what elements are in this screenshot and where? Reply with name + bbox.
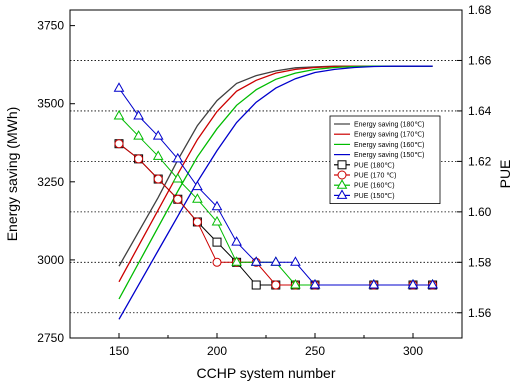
pue-marker [212,257,222,267]
pue-marker [152,150,164,160]
legend-entry-label: PUE (170 ℃) [354,173,397,180]
legend-marker-swatch [336,189,348,199]
pue-marker [133,130,144,140]
right-y-tick-label: 1.56 [468,306,492,320]
legend-entry-label: Energy saving (180℃) [354,122,425,129]
left-y-tick-label: 3750 [37,19,64,33]
x-tick-label: 200 [207,344,227,358]
energy-saving-line [118,65,433,320]
legend-box [329,115,441,204]
left-y-tick-label: 3500 [37,97,64,111]
pue-marker [251,280,261,290]
right-y-tick-label: 1.64 [468,104,492,118]
pue-line [118,87,433,286]
series-layer [113,65,438,320]
right-y-axis-title: PUE [497,160,513,189]
pue-marker [231,256,242,266]
right-y-tick-label: 1.58 [468,255,492,269]
left-y-tick-label: 3250 [37,175,64,189]
legend-marker-swatch [337,170,347,180]
pue-marker [368,278,380,289]
x-tick-label: 300 [403,344,423,358]
pue-marker [114,139,124,149]
pue-marker [133,109,144,120]
left-y-tick-label: 2750 [37,331,64,345]
x-axis-title: CCHP system number [196,365,335,381]
pue-marker [212,237,222,247]
pue-marker [192,180,203,191]
left-y-tick-label: 3000 [37,253,64,267]
pue-marker [172,173,184,183]
right-y-tick-label: 1.66 [468,53,492,67]
pue-marker [270,256,282,266]
legend-entry-label: PUE (160℃) [354,183,395,190]
pue-marker [427,278,438,289]
pue-marker [134,154,144,164]
pue-marker [153,174,163,184]
pue-marker [231,236,242,246]
tick-layer: 150 200 250 300 2750 3000 3250 3500 3750 1.56 1.58… [37,3,491,358]
pue-marker [172,152,184,163]
pue-marker [290,256,301,266]
legend-entry-label: Energy saving (170℃) [354,132,425,139]
pue-marker [113,109,125,120]
legend-entry-label: Energy saving (150℃) [354,152,425,159]
x-tick-label: 150 [109,344,129,358]
pue-marker [290,278,301,289]
pue-marker [173,194,183,204]
x-tick-label: 250 [305,344,325,358]
legend-entry-label: PUE (180℃) [354,162,395,169]
legend: Energy saving (180℃) Energy saving (170℃)… [329,115,441,204]
pue-marker [309,278,321,289]
left-y-axis-title: Energy saving (MWh) [4,107,20,242]
legend-marker-swatch [336,179,348,189]
right-y-tick-label: 1.68 [468,3,492,17]
pue-marker [113,82,125,92]
pue-marker [192,193,203,203]
legend-marker-swatch [337,160,347,170]
pue-marker [152,130,164,140]
legend-entry-label: PUE (150℃) [354,193,395,200]
pue-marker [211,215,223,226]
right-y-tick-label: 1.62 [468,154,492,168]
pue-marker [250,256,262,266]
pue-marker [192,217,202,227]
pue-marker [211,200,223,211]
legend-entry-label: Energy saving (160℃) [354,142,425,149]
pue-marker [407,278,419,289]
pue-marker [271,280,281,290]
right-y-tick-label: 1.60 [468,205,492,219]
